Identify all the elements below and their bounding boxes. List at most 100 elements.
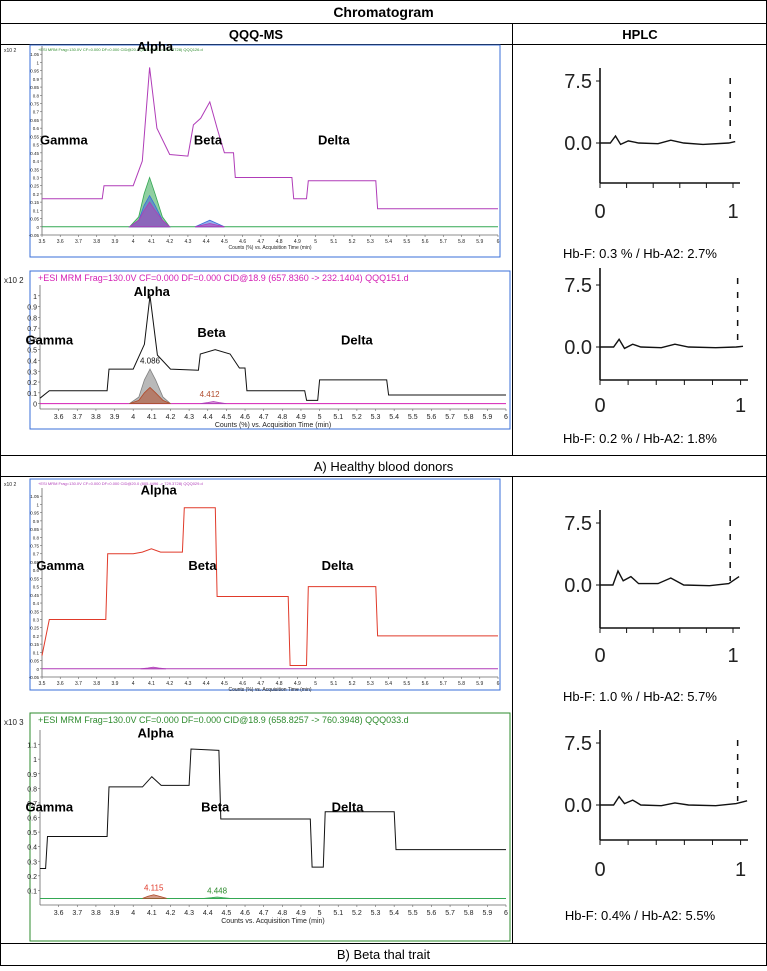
x-tick-label: 4.2 xyxy=(166,910,176,917)
x-tick-label: 4.4 xyxy=(203,910,213,917)
y-tick-label: 1 xyxy=(33,294,37,301)
y-tick-label: 1.05 xyxy=(30,494,39,499)
y-tick-label: 0 xyxy=(36,225,39,230)
region-label: Alpha xyxy=(141,483,178,498)
x-tick-label: 3.9 xyxy=(111,681,118,687)
x-tick-label: 4.7 xyxy=(259,910,269,917)
y-tick-label: 0.9 xyxy=(33,77,40,82)
x-tick-label: 4.1 xyxy=(148,681,155,687)
y-tick-label: 0.35 xyxy=(30,167,39,172)
x-tick-label: 4.9 xyxy=(296,910,306,917)
x-tick-label: 3.9 xyxy=(111,239,118,245)
y-tick-label: 0.15 xyxy=(30,200,39,205)
x-tick-label: 6 xyxy=(497,239,500,245)
y-tick-label: 0.3 xyxy=(33,175,40,180)
region-label: Gamma xyxy=(36,558,84,573)
x-tick-label: 4.2 xyxy=(166,239,173,245)
chart-frame xyxy=(29,478,501,691)
hplc-caption: Hb-F: 0.4% / Hb-A2: 5.5% xyxy=(565,908,716,923)
series-peak-2 xyxy=(129,386,171,405)
y-tick-label: 0 xyxy=(36,667,39,672)
hplc-x-label-0: 0 xyxy=(594,645,605,667)
x-tick-label: 5.4 xyxy=(385,239,392,245)
y-tick-label: 0.75 xyxy=(30,544,39,549)
y-scale-label: x10 2 xyxy=(4,48,16,54)
x-tick-label: 5.6 xyxy=(422,239,429,245)
x-tick-label: 5.1 xyxy=(330,239,337,245)
y-tick-label: 0.6 xyxy=(33,568,40,573)
x-tick-label: 5.9 xyxy=(476,239,483,245)
y-tick-label: 0.1 xyxy=(33,650,40,655)
hplc-x-label-0: 0 xyxy=(594,201,605,223)
y-tick-label: 0.6 xyxy=(27,816,37,823)
qqq-chart-3: +ESI MRM Frag=130.0V CF=0.000 DF=0.000 C… xyxy=(4,478,501,693)
x-tick-label: 5.1 xyxy=(330,681,337,687)
region-label: Gamma xyxy=(25,332,73,347)
x-tick-label: 5.7 xyxy=(445,910,455,917)
x-tick-label: 3.7 xyxy=(75,681,82,687)
x-tick-label: 5.3 xyxy=(371,910,381,917)
x-tick-label: 4.5 xyxy=(221,681,228,687)
x-tick-label: 5.8 xyxy=(464,414,474,421)
series-peak-3 xyxy=(200,401,227,405)
region-label: Beta xyxy=(197,325,226,340)
series-peak-1 xyxy=(140,666,167,670)
x-tick-label: 5.4 xyxy=(385,681,392,687)
region-label: Alpha xyxy=(137,39,174,54)
x-tick-label: 4.9 xyxy=(294,239,301,245)
x-tick-label: 4.7 xyxy=(259,414,269,421)
x-tick-label: 4.3 xyxy=(184,910,194,917)
x-tick-label: 6 xyxy=(504,414,508,421)
y-tick-label: 0.8 xyxy=(27,315,37,322)
qqq-chart-1: +ESI MRM Frag=130.0V CF=0.000 DF=0.000 C… xyxy=(4,39,501,258)
x-tick-label: 5.8 xyxy=(458,681,465,687)
hplc-caption: Hb-F: 1.0 % / Hb-A2: 5.7% xyxy=(563,689,717,704)
y-tick-label: 0.9 xyxy=(27,305,37,312)
y-scale-label: x10 2 xyxy=(4,276,24,285)
section-b-label: B) Beta thal trait xyxy=(337,947,431,962)
x-tick-label: 4 xyxy=(132,681,135,687)
x-axis-label: Counts (%) vs. Acquisition Time (min) xyxy=(215,422,331,429)
section-a-label: A) Healthy blood donors xyxy=(314,459,454,474)
x-tick-label: 4.4 xyxy=(203,681,210,687)
x-tick-label: 4.6 xyxy=(239,239,246,245)
x-tick-label: 4.9 xyxy=(294,681,301,687)
y-tick-label: 0.3 xyxy=(33,617,40,622)
y-tick-label: 0.55 xyxy=(30,134,39,139)
y-tick-label: 0.6 xyxy=(33,126,40,131)
x-tick-label: 3.7 xyxy=(72,414,82,421)
hplc-x-label-1: 1 xyxy=(727,645,738,667)
x-tick-label: 4.3 xyxy=(184,239,191,245)
x-tick-label: 5.2 xyxy=(349,681,356,687)
hplc-y-label-zero: 0.0 xyxy=(564,133,592,155)
x-tick-label: 4.9 xyxy=(296,414,306,421)
hplc-x-label-1: 1 xyxy=(735,859,746,881)
hplc-x-label-1: 1 xyxy=(727,201,738,223)
x-tick-label: 5.7 xyxy=(445,414,455,421)
series-peak-5 xyxy=(195,223,225,228)
x-tick-label: 5.1 xyxy=(333,414,343,421)
chart-header: +ESI MRM Frag=130.0V CF=0.000 DF=0.000 C… xyxy=(38,47,203,52)
x-axis-label: Counts (%) vs. Acquisition Time (min) xyxy=(228,687,311,693)
x-tick-label: 3.6 xyxy=(54,414,64,421)
hplc-trace xyxy=(600,569,740,587)
hplc-y-label-top: 7.5 xyxy=(564,733,592,755)
hplc-y-label-top: 7.5 xyxy=(564,513,592,535)
series-peak-1 xyxy=(128,368,172,405)
y-tick-label: 0.2 xyxy=(27,874,37,881)
table-title: Chromatogram xyxy=(333,4,433,20)
y-tick-label: 0.4 xyxy=(33,601,40,606)
y-tick-label: 0.3 xyxy=(27,369,37,376)
x-tick-label: 5.9 xyxy=(476,681,483,687)
y-tick-label: 0.8 xyxy=(33,93,40,98)
x-tick-label: 3.9 xyxy=(110,414,120,421)
y-tick-label: 0.9 xyxy=(27,772,37,779)
x-tick-label: 5.9 xyxy=(482,414,492,421)
y-tick-label: 0.65 xyxy=(30,118,39,123)
hplc-trace xyxy=(600,795,748,807)
x-tick-label: 5.6 xyxy=(422,681,429,687)
x-tick-label: 5.7 xyxy=(440,681,447,687)
y-tick-label: 0.45 xyxy=(30,151,39,156)
y-tick-label: 0.85 xyxy=(30,85,39,90)
x-tick-label: 5.6 xyxy=(427,414,437,421)
